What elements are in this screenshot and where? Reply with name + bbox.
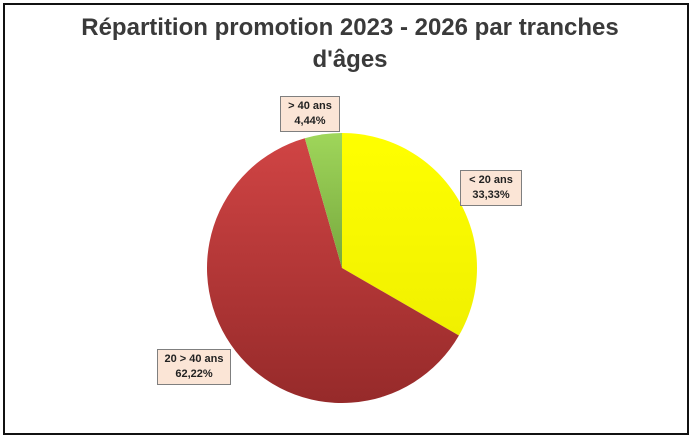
label-over-40-category: > 40 ans [288, 100, 332, 112]
slice-over-40 [304, 133, 342, 268]
label-over-40-value: 4,44% [294, 115, 326, 127]
slice-under-20 [342, 133, 477, 336]
chart-title-line1: Répartition promotion 2023 - 2026 par tr… [81, 14, 619, 41]
label-20-40-value: 62,22% [175, 368, 213, 380]
pie-slices [207, 133, 477, 403]
label-20-40: 20 > 40 ans 62,22% [157, 349, 231, 385]
label-under-20-value: 33,33% [472, 189, 510, 201]
chart-title: Répartition promotion 2023 - 2026 par tr… [0, 12, 700, 76]
slice-20-40 [207, 138, 459, 403]
label-under-20-category: < 20 ans [469, 174, 513, 186]
label-over-40: > 40 ans 4,44% [280, 96, 340, 132]
label-20-40-category: 20 > 40 ans [164, 353, 224, 365]
chart-title-line2: d'âges [312, 46, 388, 73]
label-under-20: < 20 ans 33,33% [460, 170, 522, 206]
